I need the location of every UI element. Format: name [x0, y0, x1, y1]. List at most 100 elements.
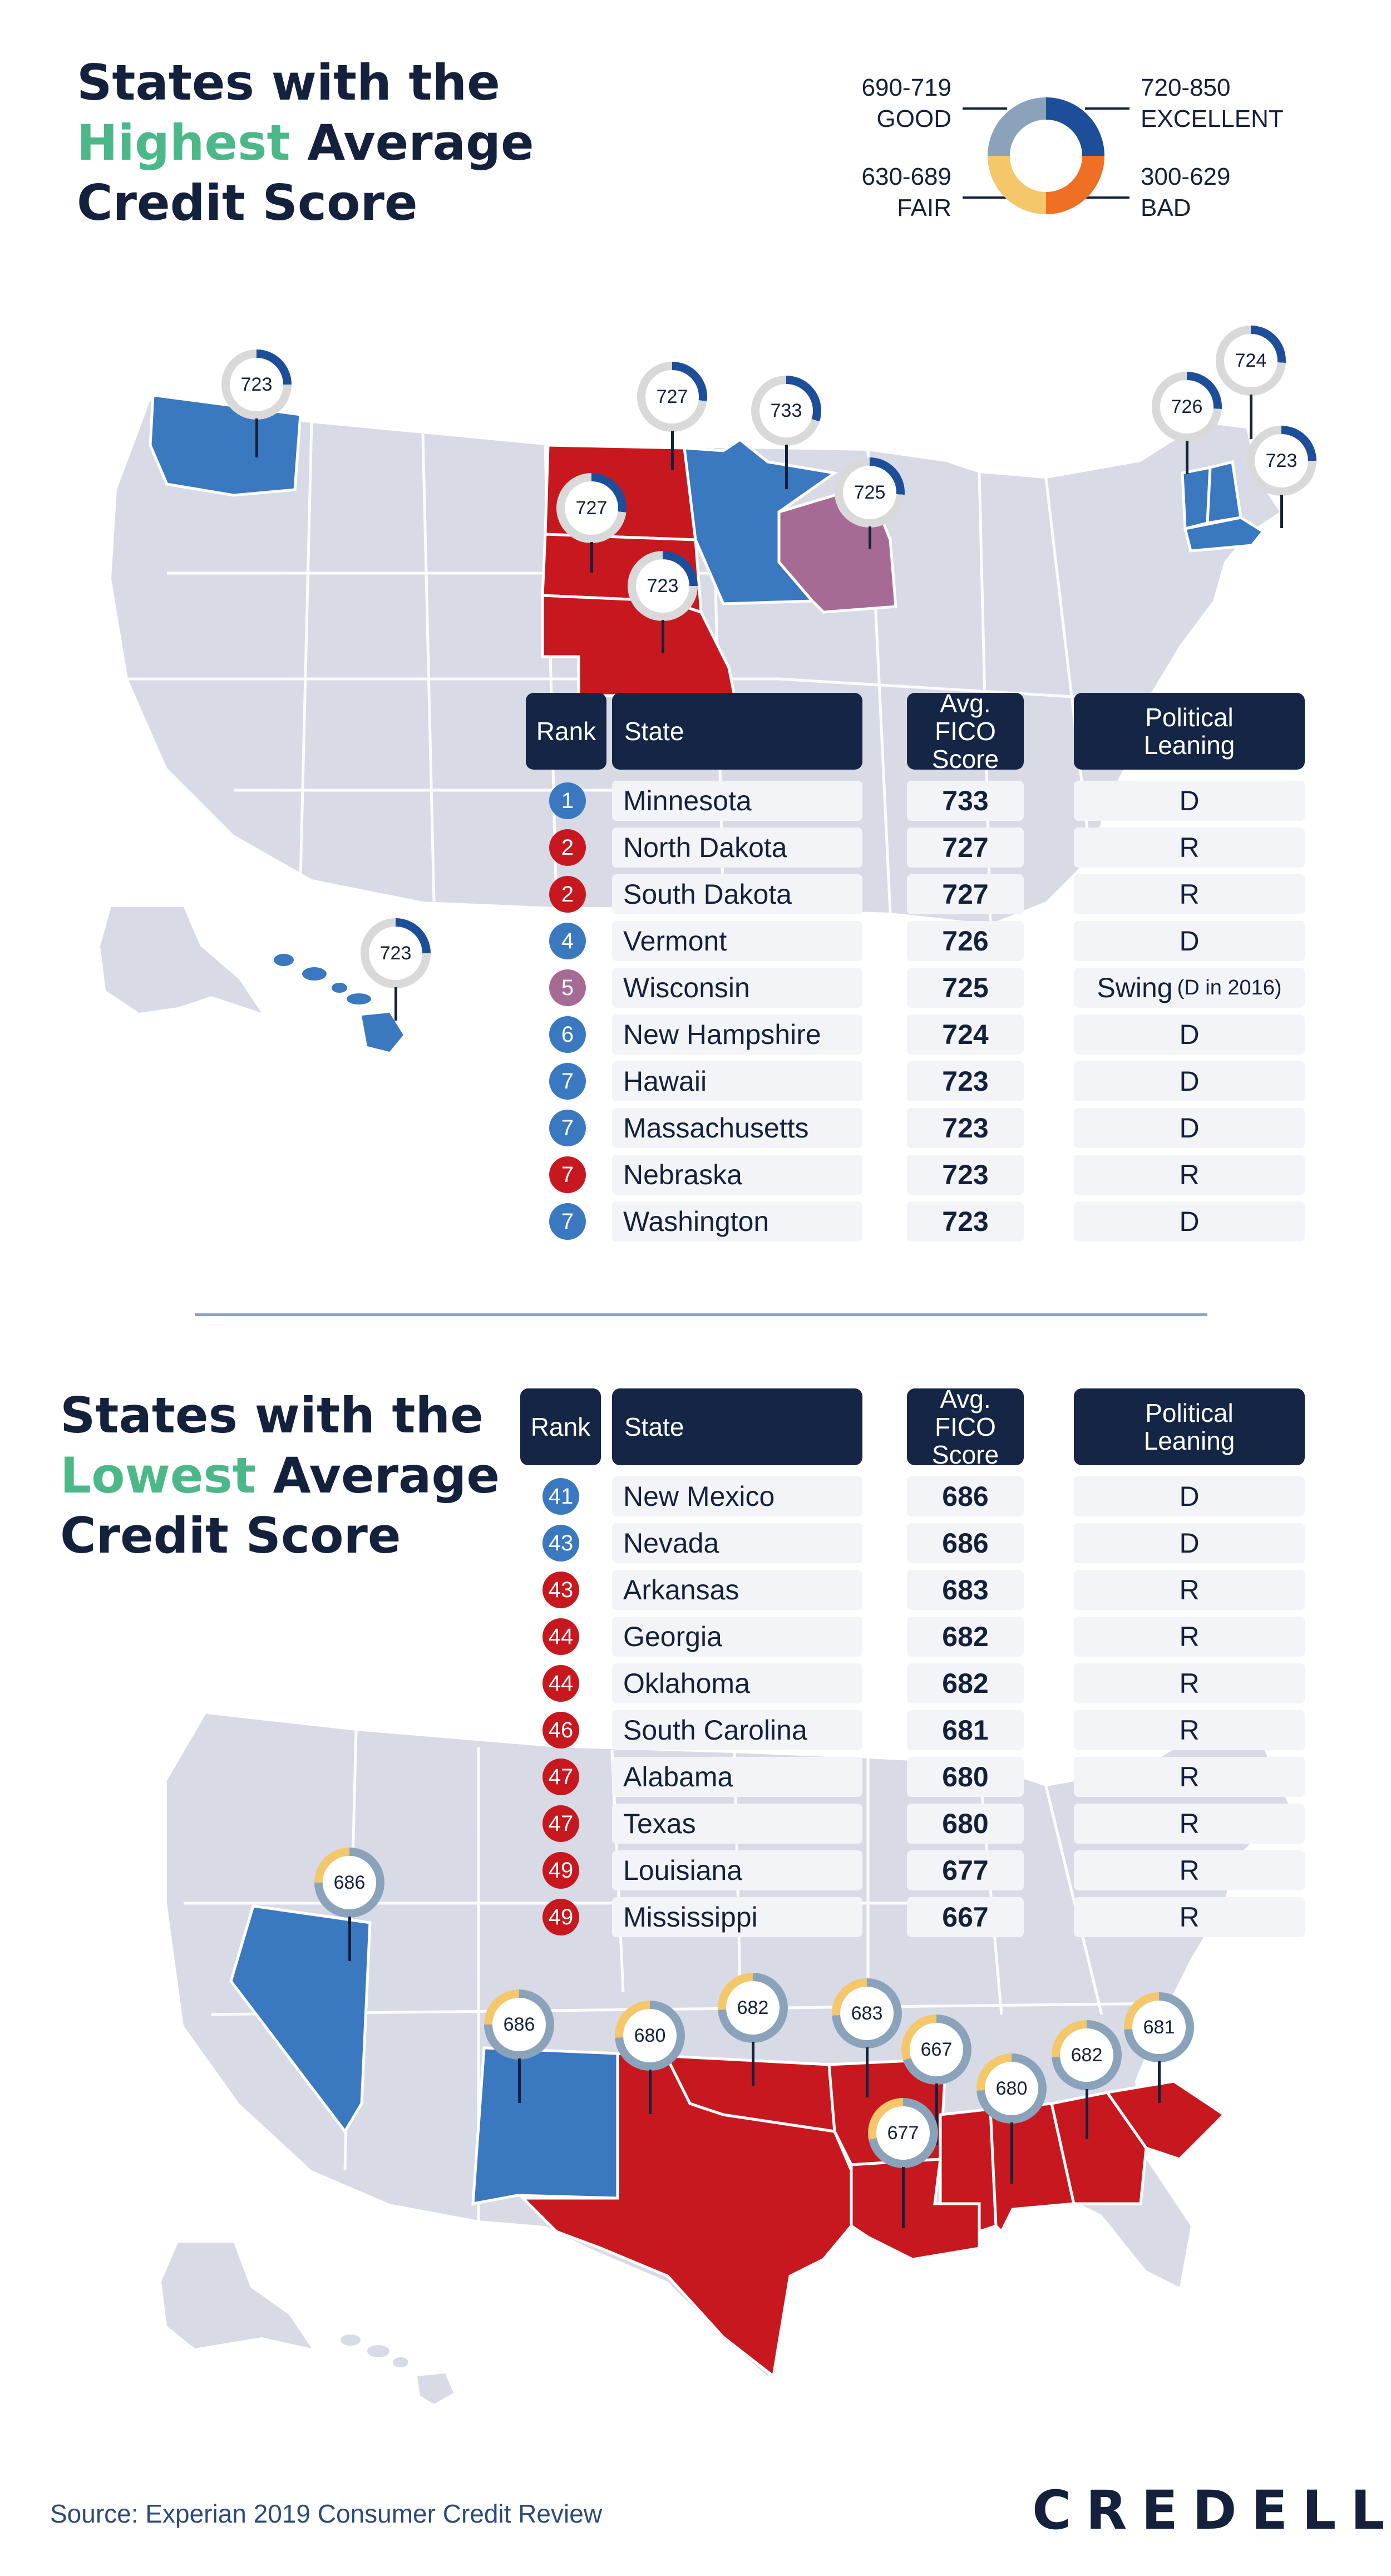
- rank-badge: 44: [542, 1618, 579, 1655]
- lowest-table: Rank State Avg. FICO Score Political Lea…: [520, 1385, 1305, 1937]
- rank-badge: 7: [549, 1063, 586, 1100]
- state-vermont: [1181, 465, 1212, 531]
- lean-value: D: [1179, 1066, 1200, 1097]
- score-cell: 725: [907, 968, 1024, 1008]
- credello-logo: CREDELLO: [1032, 2479, 1391, 2541]
- state-cell: Louisiana: [612, 1850, 862, 1890]
- rank-badge: 41: [542, 1478, 579, 1515]
- lean-value: R: [1179, 1159, 1200, 1190]
- pin-nebraska: 723: [628, 551, 698, 653]
- table-row: 2 South Dakota 727 R: [526, 874, 1305, 914]
- legend-excellent-range: 720-850: [1141, 74, 1231, 101]
- top-title-highlight: Highest: [77, 114, 290, 171]
- th-lean-2: Political Leaning: [1074, 1388, 1305, 1465]
- table-row: 41 New Mexico 686 D: [520, 1476, 1305, 1516]
- bottom-title: States with the Lowest Average Credit Sc…: [60, 1386, 500, 1566]
- pin-washington: 723: [221, 349, 292, 457]
- state-cell: Massachusetts: [612, 1108, 862, 1148]
- lean-value: D: [1179, 1528, 1200, 1559]
- table-row: 7 Hawaii 723 D: [526, 1061, 1305, 1101]
- rank-badge: 2: [549, 876, 586, 913]
- th-rank-2: Rank: [520, 1388, 601, 1465]
- pin-north-dakota: 727: [637, 362, 707, 470]
- lean-cell: D: [1074, 1108, 1305, 1148]
- legend-fair-range: 630-689: [861, 163, 951, 190]
- pin-new-hampshire: 724: [1216, 326, 1286, 439]
- legend-bad: 300-629 BAD: [1141, 161, 1230, 224]
- lean-value: D: [1179, 1481, 1200, 1512]
- pin-south-carolina: 681: [1124, 1992, 1194, 2103]
- state-cell: Oklahoma: [612, 1663, 862, 1703]
- rank-badge: 49: [542, 1899, 579, 1935]
- legend-good: 690-719 GOOD: [851, 72, 951, 135]
- bottom-title-rest: Average: [255, 1447, 500, 1504]
- state-cell: Alabama: [612, 1757, 862, 1797]
- lean-value: R: [1179, 1761, 1200, 1792]
- table-row: 46 South Carolina 681 R: [520, 1710, 1305, 1750]
- lean-value: R: [1179, 1855, 1200, 1886]
- legend: 690-719 GOOD 630-689 FAIR 720-850 EXCELL…: [807, 67, 1308, 245]
- score-cell: 683: [907, 1570, 1024, 1610]
- table-row: 43 Nevada 686 D: [520, 1523, 1305, 1563]
- lean-value: Swing: [1097, 972, 1173, 1003]
- state-cell: Nevada: [612, 1523, 862, 1563]
- pin-georgia: 682: [1052, 2020, 1122, 2139]
- legend-fair-label: FAIR: [897, 194, 951, 221]
- score-cell: 723: [907, 1201, 1024, 1242]
- table-row: 5 Wisconsin 725 Swing (D in 2016): [526, 968, 1305, 1008]
- score-cell: 723: [907, 1108, 1024, 1148]
- pin-vermont: 726: [1152, 372, 1222, 474]
- lean-value: R: [1179, 879, 1200, 910]
- lean-cell: R: [1074, 1897, 1305, 1937]
- state-cell: North Dakota: [612, 828, 862, 868]
- pin-mississippi: 667: [901, 2014, 971, 2145]
- rank-badge: 47: [542, 1759, 579, 1795]
- lean-cell: R: [1074, 1804, 1305, 1844]
- state-cell: Washington: [612, 1201, 862, 1242]
- top-title-line1: States with the: [77, 54, 500, 111]
- pin-nevada: 686: [314, 1848, 384, 1961]
- state-massachusetts: [1183, 516, 1265, 553]
- th-rank: Rank: [526, 693, 606, 770]
- state-washington: [149, 393, 302, 497]
- bottom-title-line3: Credit Score: [60, 1507, 401, 1564]
- lean-cell: D: [1074, 781, 1305, 821]
- pin-alabama: 680: [976, 2053, 1047, 2184]
- table-row: 7 Washington 723 D: [526, 1201, 1305, 1242]
- state-cell: Hawaii: [612, 1061, 862, 1101]
- lean-cell: R: [1074, 1570, 1305, 1610]
- lean-cell: R: [1074, 1710, 1305, 1750]
- lean-note: (D in 2016): [1177, 976, 1282, 999]
- pin-oklahoma: 682: [718, 1973, 788, 2086]
- state-cell: New Mexico: [612, 1476, 862, 1516]
- state-cell: Arkansas: [612, 1570, 862, 1610]
- state-cell: Vermont: [612, 921, 862, 961]
- state-cell: South Dakota: [612, 874, 862, 914]
- score-cell: 686: [907, 1476, 1024, 1516]
- table-row: 1 Minnesota 733 D: [526, 781, 1305, 821]
- score-cell: 724: [907, 1014, 1024, 1055]
- state-alaska: [100, 907, 262, 1013]
- legend-donut: [963, 97, 1129, 214]
- rank-badge: 6: [549, 1016, 586, 1053]
- score-cell: 723: [907, 1061, 1024, 1101]
- table-row: 47 Texas 680 R: [520, 1804, 1305, 1844]
- state-georgia: [1050, 2091, 1148, 2205]
- lean-value: R: [1179, 1668, 1200, 1699]
- score-cell: 686: [907, 1523, 1024, 1563]
- rank-badge: 47: [542, 1805, 579, 1842]
- lean-value: D: [1179, 1112, 1200, 1144]
- bottom-us-map: [161, 1714, 1291, 2404]
- state-louisiana: [850, 2158, 981, 2261]
- top-title-rest: Average: [290, 114, 534, 171]
- th-lean: Political Leaning: [1074, 693, 1305, 770]
- lean-cell: D: [1074, 921, 1305, 961]
- state-cell: Texas: [612, 1804, 862, 1844]
- score-cell: 680: [907, 1804, 1024, 1844]
- table-row: 44 Oklahoma 682 R: [520, 1663, 1305, 1703]
- rank-badge: 7: [549, 1203, 586, 1240]
- rank-badge: 2: [549, 829, 586, 866]
- lean-value: D: [1179, 1206, 1200, 1237]
- state-hawaii: [274, 954, 403, 1052]
- top-title: States with the Highest Average Credit S…: [77, 53, 534, 233]
